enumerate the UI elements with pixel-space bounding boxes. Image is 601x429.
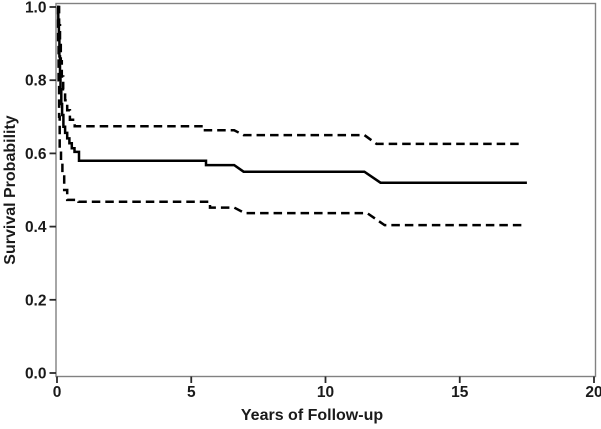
x-tick-label: 5 — [187, 384, 196, 401]
x-tick-label: 0 — [53, 384, 62, 401]
x-tick-label: 15 — [451, 384, 469, 401]
plot-frame — [55, 2, 597, 378]
x-tick-label: 10 — [317, 384, 334, 401]
y-axis-title: Survival Probability — [2, 115, 19, 265]
series-lower-confidence-bound — [56, 5, 525, 227]
y-tick-label: 0.4 — [25, 219, 47, 236]
y-tick-label: 0.8 — [25, 73, 47, 90]
x-tick-label: 20 — [585, 384, 601, 401]
series-survival-estimate — [57, 5, 527, 184]
x-axis-title: Years of Follow-up — [240, 407, 384, 424]
series-upper-confidence-bound — [57, 5, 522, 146]
y-tick-label: 0.0 — [25, 366, 47, 383]
y-tick-label: 0.6 — [25, 146, 47, 163]
y-tick-label: 1.0 — [25, 0, 47, 17]
y-tick-label: 0.2 — [25, 292, 47, 309]
